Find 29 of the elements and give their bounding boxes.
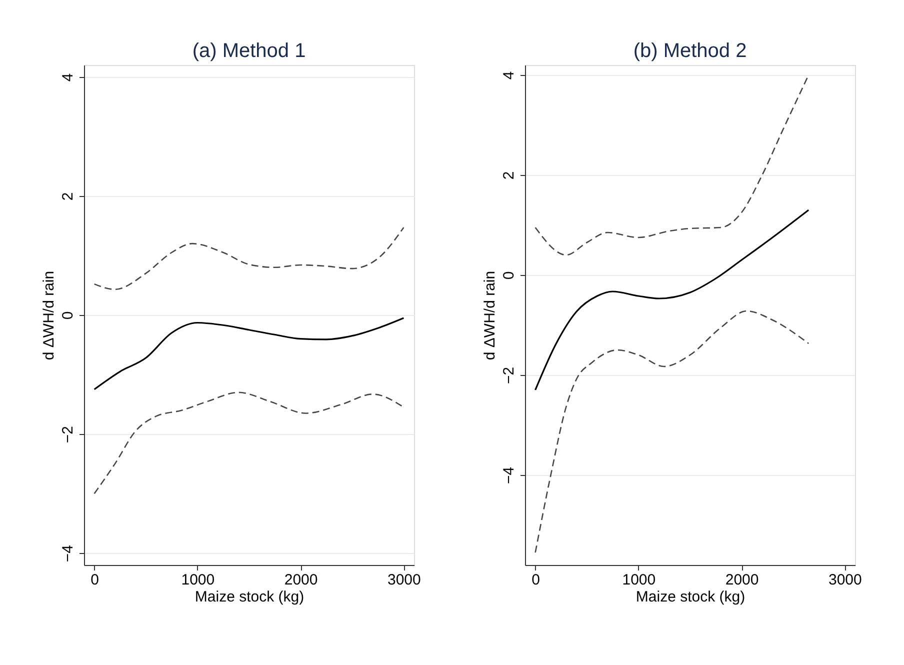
x-tick-label: 2000: [725, 572, 759, 588]
line-series: [534, 310, 810, 554]
y-tick-label: 0: [60, 311, 76, 320]
line-series: [534, 209, 810, 391]
line-series: [94, 317, 404, 390]
y-tick-label: 4: [500, 71, 518, 80]
y-tick-label: −4: [60, 545, 76, 562]
y-tick-label: −4: [500, 466, 518, 484]
y-axis-title: d ΔWH/d rain: [40, 270, 58, 360]
y-tick-label: 4: [60, 73, 76, 82]
y-tick-label: 0: [500, 271, 518, 280]
x-tick-label: 1000: [622, 572, 656, 588]
line-series: [94, 392, 404, 494]
chart-title: (b) Method 2: [633, 40, 747, 62]
chart-title: (a) Method 1: [192, 40, 306, 62]
x-tick-label: 0: [532, 572, 540, 588]
x-tick-label: 2000: [284, 572, 318, 588]
x-axis-title: Maize stock (kg): [636, 588, 746, 606]
y-tick-label: −2: [500, 366, 518, 384]
x-tick-label: 3000: [388, 572, 421, 588]
y-tick-label: 2: [60, 192, 76, 201]
x-axis-title: Maize stock (kg): [194, 588, 304, 606]
x-tick-label: 0: [90, 572, 99, 588]
x-tick-label: 3000: [828, 572, 862, 588]
y-tick-label: −2: [60, 426, 76, 444]
line-series: [94, 226, 404, 290]
x-tick-label: 1000: [181, 572, 215, 588]
y-tick-label: 2: [500, 171, 518, 180]
y-axis-title: d ΔWH/d rain: [482, 270, 498, 360]
